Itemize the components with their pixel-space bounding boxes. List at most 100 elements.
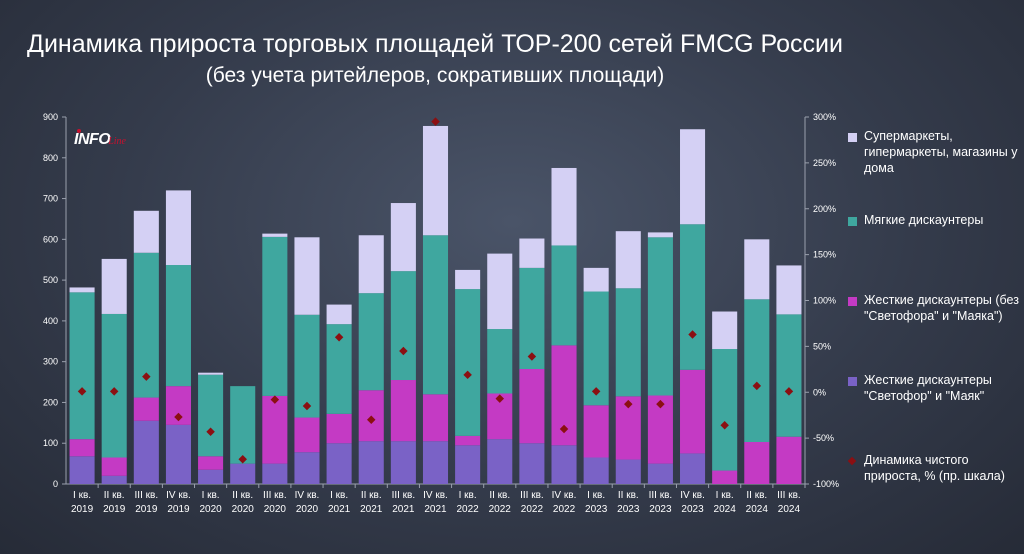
- bar-segment-hard_svetofor: [647, 463, 673, 484]
- bar-segment-hard_svetofor: [487, 439, 513, 484]
- bar-segment-hard_svetofor: [198, 469, 224, 484]
- x-tick-label: II кв. 2019: [103, 490, 126, 515]
- legend-swatch-soft: [848, 217, 857, 226]
- bar-segment-soft: [487, 329, 513, 394]
- bar-segment-hard_svetofor: [390, 441, 416, 484]
- bar-segment-super: [69, 287, 95, 293]
- bar-segment-super: [487, 253, 513, 330]
- net-growth-marker: [688, 330, 697, 339]
- net-growth-marker: [366, 415, 376, 425]
- legend-swatch-super: [848, 133, 857, 142]
- bar-segment-super: [422, 125, 449, 236]
- bar-segment-hard_other: [101, 457, 127, 476]
- chart-title: Динамика прироста торговых площадей ТОР-…: [27, 30, 843, 58]
- net-growth-marker: [559, 424, 569, 434]
- bar-segment-soft: [712, 349, 738, 471]
- bar-segment-hard_svetofor: [165, 424, 191, 484]
- x-tick-label: III кв. 2021: [392, 490, 416, 515]
- bar-segment-hard_svetofor: [133, 420, 159, 484]
- bar-segment-hard_other: [294, 417, 320, 453]
- x-tick-label: II кв. 2022: [489, 490, 512, 515]
- bar-segment-hard_svetofor: [583, 457, 609, 484]
- legend-label-hard-other: Жесткие дискаунтеры (без "Светофора" и "…: [864, 293, 1019, 323]
- bar-segment-soft: [744, 299, 770, 442]
- bar-segment-super: [455, 269, 481, 290]
- y-left-tick-label: 500: [43, 275, 58, 285]
- net-growth-marker: [720, 421, 729, 430]
- y-left-tick-label: 400: [43, 316, 58, 326]
- bar-segment-hard_svetofor: [230, 463, 256, 484]
- bar-segment-soft: [230, 386, 256, 464]
- bar-segment-hard_other: [712, 470, 738, 484]
- bar-segment-hard_other: [390, 380, 416, 442]
- legend-label-soft: Мягкие дискаунтеры: [864, 213, 984, 227]
- net-growth-marker: [174, 412, 183, 422]
- net-growth-marker: [752, 381, 762, 391]
- x-tick-label: IV кв. 2020: [295, 490, 320, 515]
- bar-segment-soft: [165, 265, 191, 387]
- y-left-tick-label: 0: [53, 479, 58, 489]
- net-growth-marker: [591, 387, 601, 396]
- y-left-tick-label: 600: [43, 234, 58, 244]
- bar-segment-soft: [680, 224, 706, 370]
- x-tick-label: IV кв. 2021: [423, 490, 448, 515]
- net-growth-marker: [334, 332, 344, 342]
- bar-segment-super: [647, 232, 673, 238]
- bar-segment-hard_svetofor: [422, 441, 449, 484]
- bar-segment-soft: [647, 237, 673, 396]
- x-tick-label: IV кв. 2019: [166, 490, 191, 515]
- bar-segment-hard_svetofor: [101, 475, 127, 484]
- net-growth-marker: [109, 387, 119, 396]
- net-growth-marker: [495, 394, 505, 403]
- bar-segment-super: [519, 238, 545, 268]
- bar-segment-hard_svetofor: [455, 445, 481, 484]
- y-right-tick-label: 300%: [813, 112, 836, 122]
- bar-segment-hard_other: [133, 397, 159, 421]
- bar-segment-hard_other: [519, 369, 545, 444]
- x-tick-label: IV кв. 2023: [680, 490, 705, 515]
- net-growth-marker: [77, 387, 87, 396]
- net-growth-marker: [527, 352, 537, 361]
- bar-segment-hard_other: [69, 439, 95, 457]
- bar-segment-hard_svetofor: [262, 463, 288, 484]
- bar-segment-super: [358, 235, 384, 294]
- bar-segment-super: [583, 267, 609, 292]
- bar-segment-hard_svetofor: [69, 456, 95, 484]
- bar-segment-hard_svetofor: [358, 441, 384, 484]
- y-right-tick-label: 250%: [813, 158, 836, 168]
- bar-segment-soft: [583, 291, 609, 406]
- x-tick-label: IV кв. 2022: [552, 490, 577, 515]
- bar-segment-soft: [294, 314, 320, 418]
- y-right-tick-label: 0%: [813, 387, 826, 397]
- x-tick-label: III кв. 2023: [649, 490, 673, 515]
- x-tick-label: II кв. 2024: [746, 490, 769, 515]
- legend-swatch-hard-other: [848, 297, 857, 306]
- net-growth-marker: [206, 427, 215, 436]
- bar-segment-soft: [422, 235, 449, 395]
- bar-segment-hard_other: [326, 413, 352, 444]
- bar-segment-super: [712, 311, 738, 350]
- x-tick-label: II кв. 2021: [360, 490, 383, 515]
- bar-segment-soft: [69, 292, 95, 440]
- y-right-tick-label: -100%: [813, 479, 839, 489]
- y-left-tick-label: 700: [43, 194, 58, 204]
- legend-label-super: Супермаркеты, гипермаркеты, магазины у д…: [864, 129, 1018, 175]
- bar-segment-hard_other: [422, 394, 449, 442]
- bar-segment-hard_other: [680, 369, 706, 454]
- y-right-tick-label: 200%: [813, 204, 836, 214]
- bar-segment-soft: [455, 289, 481, 436]
- y-right-tick-label: 150%: [813, 250, 836, 260]
- bar-segment-hard_svetofor: [551, 445, 577, 484]
- y-left-tick-label: 800: [43, 153, 58, 163]
- bar-segment-soft: [551, 245, 577, 346]
- y-right-tick-label: 100%: [813, 296, 836, 306]
- x-tick-label: III кв. 2020: [263, 490, 287, 515]
- x-tick-label: I кв. 2021: [328, 490, 351, 515]
- bar-segment-hard_svetofor: [615, 459, 641, 484]
- bar-segment-hard_other: [262, 395, 288, 464]
- x-tick-label: I кв. 2022: [457, 490, 480, 515]
- bar-segment-super: [680, 129, 706, 225]
- bar-segment-hard_svetofor: [294, 452, 320, 484]
- y-left-tick-label: 300: [43, 357, 58, 367]
- bar-segment-hard_other: [776, 436, 802, 484]
